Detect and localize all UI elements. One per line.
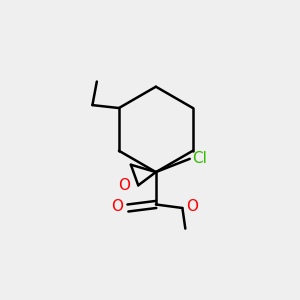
Text: O: O	[118, 178, 130, 193]
Text: Cl: Cl	[192, 151, 207, 166]
Text: O: O	[112, 199, 124, 214]
Text: O: O	[186, 199, 198, 214]
